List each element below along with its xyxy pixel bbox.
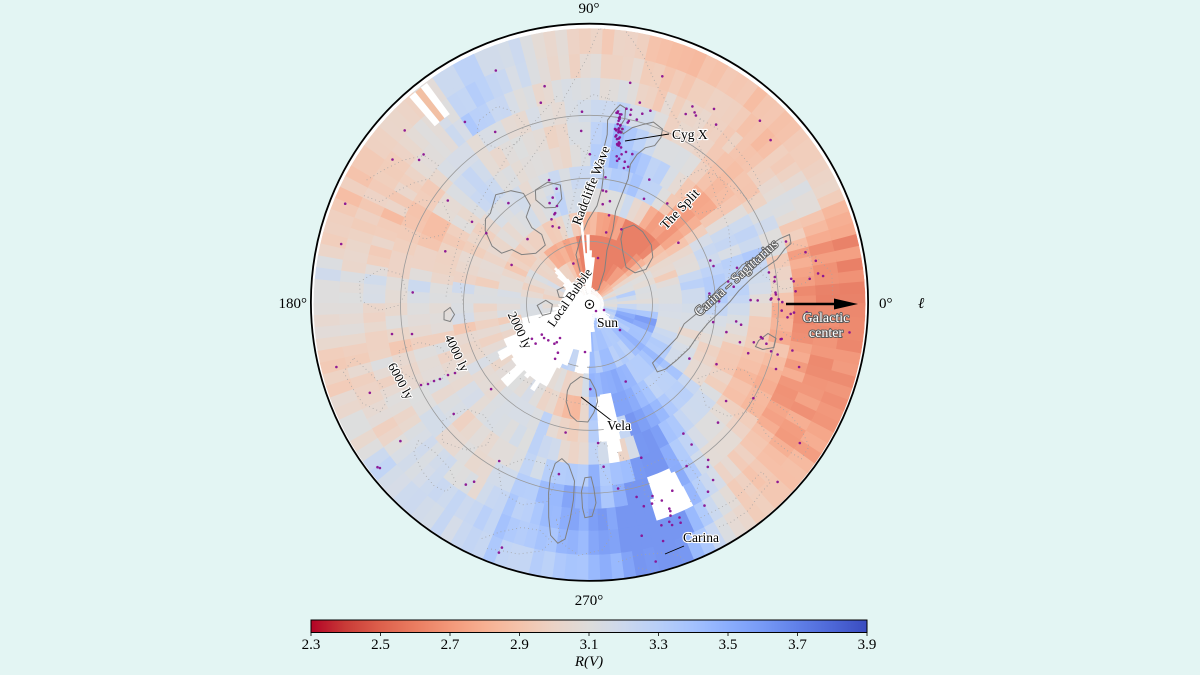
svg-text:center: center xyxy=(809,326,844,341)
svg-text:2.5: 2.5 xyxy=(371,637,390,653)
svg-text:2.3: 2.3 xyxy=(302,637,321,653)
svg-text:2.9: 2.9 xyxy=(510,637,529,653)
svg-text:3.1: 3.1 xyxy=(580,637,599,653)
svg-text:Cyg X: Cyg X xyxy=(672,127,708,142)
svg-text:180°: 180° xyxy=(279,296,308,312)
svg-text:Carina: Carina xyxy=(683,530,719,545)
svg-text:3.5: 3.5 xyxy=(719,637,738,653)
svg-text:3.3: 3.3 xyxy=(649,637,668,653)
svg-text:Galactic: Galactic xyxy=(803,311,850,326)
svg-text:Vela: Vela xyxy=(607,418,631,433)
svg-text:R(V): R(V) xyxy=(574,654,603,670)
svg-text:ℓ: ℓ xyxy=(918,296,924,312)
svg-text:0°: 0° xyxy=(879,296,893,312)
svg-text:3.7: 3.7 xyxy=(788,637,807,653)
svg-text:Sun: Sun xyxy=(597,315,618,330)
svg-text:90°: 90° xyxy=(579,1,600,17)
svg-text:270°: 270° xyxy=(575,593,604,609)
svg-text:2.7: 2.7 xyxy=(441,637,460,653)
svg-text:3.9: 3.9 xyxy=(858,637,877,653)
